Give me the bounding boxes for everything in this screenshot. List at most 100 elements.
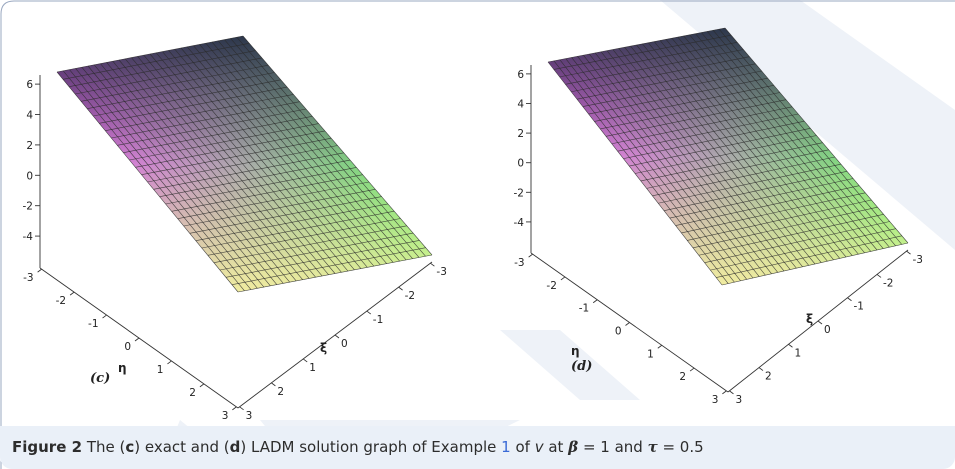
grid-line — [231, 247, 426, 285]
grid-line — [217, 40, 407, 261]
eta-axis-label: η — [571, 344, 580, 358]
xi-tick-label: -3 — [913, 254, 923, 266]
xi-tick-label: -1 — [373, 314, 383, 326]
xi-tick-mark — [788, 343, 793, 348]
grid-line — [213, 225, 407, 263]
grid-line — [701, 32, 884, 249]
xi-tick-mark — [271, 382, 276, 387]
z-tick-label: -4 — [23, 231, 34, 243]
grid-line — [237, 254, 433, 293]
xi-tick-label: -1 — [854, 301, 864, 313]
eta-tick-label: 0 — [615, 326, 622, 338]
eta-tick-mark — [37, 268, 42, 273]
eta-tick-label: 1 — [647, 348, 654, 360]
xi-tick-mark — [729, 390, 734, 395]
surface-shade — [57, 36, 432, 292]
z-tick-label: 4 — [517, 98, 524, 110]
grid-line — [721, 242, 909, 286]
z-tick-label: 2 — [26, 140, 33, 152]
xi-tick-mark — [758, 367, 764, 371]
eta-tick-label: 2 — [189, 387, 196, 399]
grid-line — [225, 240, 420, 278]
surface-grid — [56, 35, 433, 293]
xi-tick-mark — [398, 286, 403, 291]
z-tick-label: 6 — [517, 69, 524, 81]
z-tick-label: 0 — [26, 170, 33, 182]
surface-shade — [548, 28, 908, 285]
xi-tick-label: 3 — [246, 410, 253, 422]
xi-tick-mark — [334, 334, 340, 339]
eta-tick-mark — [560, 276, 566, 281]
caption-d: d — [229, 438, 241, 456]
figure-plots: 6 4 2 0 -2 -4 -3 -2 -1 0 1 2 3 -3 -2 -1 0 1 2 3 η ξ (c) 6 4 2 0 -2… — [23, 27, 923, 422]
grid-line — [718, 28, 903, 245]
panel-label: (c) — [90, 371, 110, 386]
xi-tick-mark — [430, 262, 435, 267]
eta-tick-mark — [722, 390, 727, 395]
xi-tick-label: 0 — [824, 324, 831, 336]
eta-tick-label: -3 — [23, 272, 33, 284]
figure-label: Figure 2 — [12, 438, 83, 456]
eta-tick-mark — [167, 360, 172, 365]
surface-plot-d: 6 4 2 0 -2 -4 -3 -2 -1 0 1 2 3 -3 -2 -1 0 1 2 3 η ξ (d) — [514, 27, 923, 406]
grid-line — [707, 31, 890, 248]
z-tick-label: 4 — [26, 110, 33, 122]
caption-beta: β — [568, 438, 579, 456]
grid-line — [716, 235, 902, 278]
caption-text: ) LADM solution graph of Example — [240, 438, 502, 456]
caption-text: The ( — [82, 438, 126, 456]
eta-tick-label: 3 — [222, 410, 229, 422]
eta-axis-label: η — [118, 361, 127, 375]
eta-tick-label: -1 — [88, 318, 98, 330]
z-tick-label: -2 — [23, 201, 33, 213]
xi-axis-label: ξ — [320, 341, 327, 355]
xi-tick-label: -2 — [883, 277, 893, 289]
grid-line — [704, 221, 890, 263]
caption-text: ) exact and ( — [134, 438, 230, 456]
grid-line — [695, 33, 878, 251]
z-tick-label: -2 — [514, 187, 524, 199]
xi-tick-mark — [876, 274, 882, 278]
grid-line — [230, 38, 420, 258]
eta-tick-label: 1 — [157, 364, 164, 376]
xi-tick-label: 1 — [794, 347, 801, 359]
eta-tick-label: 3 — [712, 394, 719, 406]
surface-plot-c: 6 4 2 0 -2 -4 -3 -2 -1 0 1 2 3 -3 -2 -1 0 1 2 3 η ξ (c) — [23, 35, 447, 422]
xi-tick-label: 2 — [765, 371, 772, 383]
z-tick-label: 0 — [517, 158, 524, 170]
xi-tick-label: -3 — [436, 266, 446, 278]
xi-tick-label: 2 — [277, 386, 284, 398]
xi-tick-label: 0 — [341, 338, 348, 350]
eta-tick-mark — [657, 344, 663, 349]
z-tick-label: 6 — [26, 79, 33, 91]
xi-tick-label: 1 — [309, 362, 316, 374]
eta-tick-mark — [69, 291, 75, 296]
eta-tick-label: 0 — [124, 341, 131, 353]
eta-tick-label: -2 — [56, 295, 66, 307]
caption-c: c — [125, 438, 135, 456]
eta-tick-mark — [232, 406, 237, 411]
eta-tick-mark — [592, 299, 598, 304]
eta-tick-label: 2 — [679, 371, 686, 383]
caption-band — [0, 426, 955, 469]
xi-tick-label: 3 — [735, 394, 742, 406]
xi-tick-mark — [302, 358, 308, 363]
eta-tick-label: -1 — [579, 303, 589, 315]
xi-tick-mark — [239, 406, 244, 411]
grid-line — [236, 37, 426, 257]
grid-line — [712, 30, 896, 246]
xi-tick-mark — [817, 320, 823, 325]
caption-text: of — [510, 438, 535, 456]
grid-line — [724, 27, 909, 244]
eta-tick-mark — [528, 253, 533, 258]
eta-tick-mark — [134, 337, 140, 342]
caption-text: at — [543, 438, 569, 456]
caption-text: = 0.5 — [657, 438, 704, 456]
caption-var-v: v — [534, 438, 544, 456]
xi-tick-label: -2 — [405, 290, 415, 302]
caption-tau: τ — [647, 438, 658, 456]
xi-axis-label: ξ — [806, 312, 813, 326]
example-link[interactable]: 1 — [501, 438, 511, 456]
z-tick-label: 2 — [517, 128, 524, 140]
eta-tick-label: -3 — [514, 257, 524, 269]
